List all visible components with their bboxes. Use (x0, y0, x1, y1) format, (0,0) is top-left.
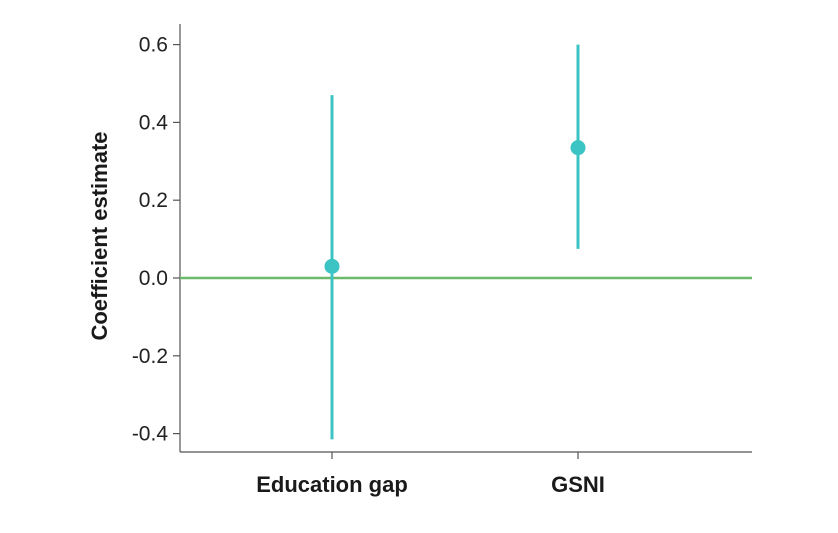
axes (179, 24, 752, 453)
y-tick-label: 0.4 (139, 111, 169, 134)
point-estimate (570, 140, 586, 156)
y-tick-label: -0.2 (132, 345, 168, 368)
estimate-marks (324, 44, 586, 440)
x-category-label: Education gap (256, 472, 408, 497)
y-tick-label: 0.6 (139, 34, 168, 57)
x-category-label: GSNI (551, 472, 605, 497)
x-ticks: Education gap GSNI (256, 452, 605, 497)
point-estimate (324, 258, 340, 274)
y-ticks: 0.6 0.4 0.2 0.0 -0.2 -0.4 (132, 34, 180, 446)
y-axis-title: Coefficient estimate (87, 131, 112, 340)
y-tick-label: 0.2 (139, 189, 168, 212)
y-tick-label: 0.0 (139, 267, 168, 290)
y-tick-label: -0.4 (132, 423, 169, 446)
